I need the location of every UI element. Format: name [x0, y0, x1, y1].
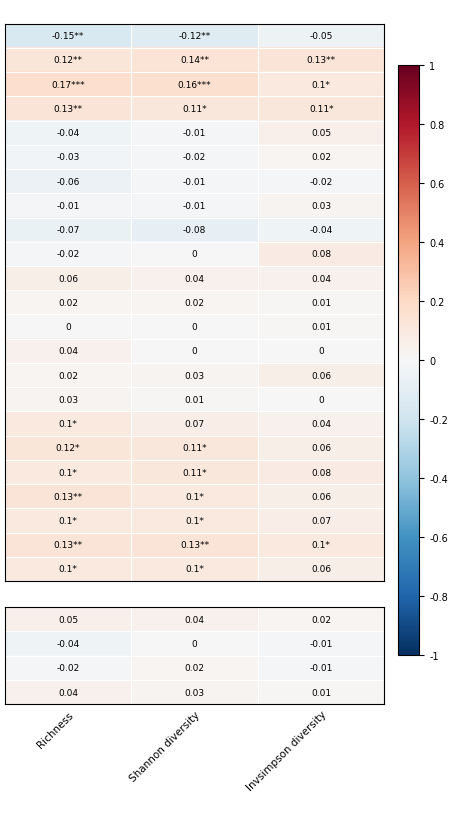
Text: 0.03: 0.03 — [184, 371, 205, 380]
Text: 0.03: 0.03 — [58, 396, 78, 405]
Text: -0.02: -0.02 — [310, 178, 333, 187]
Text: -0.04: -0.04 — [56, 129, 80, 138]
Text: 0.1*: 0.1* — [312, 80, 331, 89]
Text: 0.1*: 0.1* — [185, 565, 204, 574]
Text: 0.06: 0.06 — [311, 492, 331, 501]
Text: 0.17***: 0.17*** — [51, 80, 85, 89]
Text: 0.11*: 0.11* — [182, 468, 207, 477]
Text: 0.01: 0.01 — [311, 688, 331, 697]
Text: 0.1*: 0.1* — [185, 492, 204, 501]
Text: 0.1*: 0.1* — [185, 516, 204, 525]
Text: -0.04: -0.04 — [56, 640, 80, 649]
Text: 0.07: 0.07 — [311, 516, 331, 525]
Text: 0.12*: 0.12* — [56, 444, 80, 453]
Text: 0: 0 — [192, 250, 198, 259]
Text: 0.01: 0.01 — [184, 396, 205, 405]
Text: 0.05: 0.05 — [311, 129, 331, 138]
Text: 0.13**: 0.13** — [307, 57, 336, 66]
Text: 0.02: 0.02 — [58, 371, 78, 380]
Text: -0.12**: -0.12** — [179, 32, 211, 41]
Text: 0.03: 0.03 — [311, 201, 331, 210]
Text: -0.03: -0.03 — [56, 153, 80, 162]
Text: 0.01: 0.01 — [311, 323, 331, 332]
Text: 0.11*: 0.11* — [182, 105, 207, 114]
Text: 0.14**: 0.14** — [180, 57, 209, 66]
Text: 0.04: 0.04 — [58, 347, 78, 356]
Text: -0.02: -0.02 — [56, 663, 80, 672]
Text: -0.02: -0.02 — [183, 153, 206, 162]
Text: 0.04: 0.04 — [311, 274, 331, 283]
Text: 0.06: 0.06 — [311, 371, 331, 380]
Text: 0.12**: 0.12** — [54, 57, 82, 66]
Text: -0.06: -0.06 — [56, 178, 80, 187]
Text: 0.08: 0.08 — [311, 250, 331, 259]
Text: 0.13**: 0.13** — [54, 105, 82, 114]
Text: 0.04: 0.04 — [58, 688, 78, 697]
Text: 0.06: 0.06 — [58, 274, 78, 283]
Text: 0.02: 0.02 — [184, 663, 205, 672]
Text: -0.01: -0.01 — [183, 201, 206, 210]
Text: 0.07: 0.07 — [184, 419, 205, 428]
Text: 0: 0 — [192, 640, 198, 649]
Text: -0.08: -0.08 — [183, 226, 206, 235]
Text: -0.15**: -0.15** — [52, 32, 84, 41]
Text: -0.01: -0.01 — [310, 663, 333, 672]
Text: 0.01: 0.01 — [311, 298, 331, 307]
Text: 0: 0 — [65, 323, 71, 332]
Text: 0.1*: 0.1* — [59, 419, 77, 428]
Text: 0.1*: 0.1* — [312, 541, 331, 550]
Text: -0.04: -0.04 — [310, 226, 333, 235]
Text: 0: 0 — [319, 396, 324, 405]
Text: 0.02: 0.02 — [311, 153, 331, 162]
Text: -0.07: -0.07 — [56, 226, 80, 235]
Text: 0.05: 0.05 — [58, 615, 78, 624]
Text: 0.08: 0.08 — [311, 468, 331, 477]
Text: -0.05: -0.05 — [310, 32, 333, 41]
Text: 0.16***: 0.16*** — [178, 80, 211, 89]
Text: 0.02: 0.02 — [58, 298, 78, 307]
Text: 0.13**: 0.13** — [180, 541, 209, 550]
Text: 0: 0 — [192, 323, 198, 332]
Text: 0.02: 0.02 — [311, 615, 331, 624]
Text: 0.06: 0.06 — [311, 444, 331, 453]
Text: -0.01: -0.01 — [56, 201, 80, 210]
Text: 0.1*: 0.1* — [59, 565, 77, 574]
Text: 0.11*: 0.11* — [309, 105, 334, 114]
Text: -0.02: -0.02 — [56, 250, 80, 259]
Text: 0.02: 0.02 — [184, 298, 205, 307]
Text: 0.1*: 0.1* — [59, 468, 77, 477]
Text: -0.01: -0.01 — [183, 129, 206, 138]
Text: 0.04: 0.04 — [184, 274, 205, 283]
Text: 0.03: 0.03 — [184, 688, 205, 697]
Text: 0.1*: 0.1* — [59, 516, 77, 525]
Text: 0: 0 — [319, 347, 324, 356]
Text: 0.06: 0.06 — [311, 565, 331, 574]
Text: -0.01: -0.01 — [310, 640, 333, 649]
Text: 0.04: 0.04 — [311, 419, 331, 428]
Text: 0: 0 — [192, 347, 198, 356]
Text: 0.11*: 0.11* — [182, 444, 207, 453]
Text: 0.13**: 0.13** — [54, 492, 82, 501]
Text: -0.01: -0.01 — [183, 178, 206, 187]
Text: 0.13**: 0.13** — [54, 541, 82, 550]
Text: 0.04: 0.04 — [184, 615, 205, 624]
